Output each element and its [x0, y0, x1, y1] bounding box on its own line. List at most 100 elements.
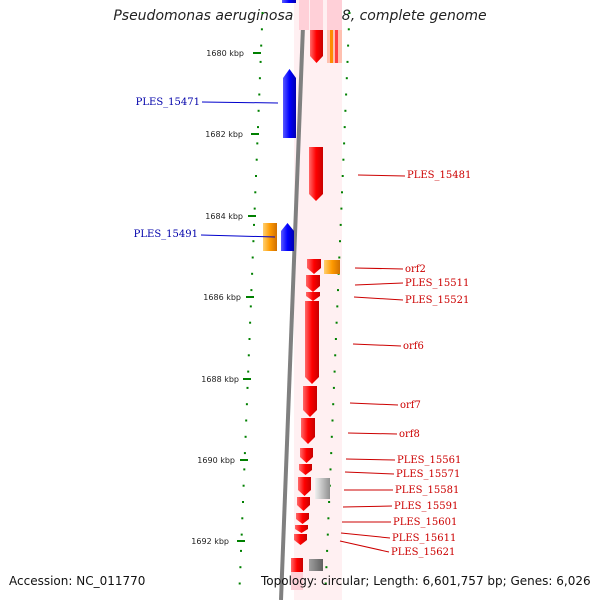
track-dot — [344, 109, 347, 112]
track-dot — [255, 158, 258, 161]
track-dot — [341, 191, 343, 194]
track-dot — [257, 109, 260, 112]
track-dot — [240, 533, 243, 536]
track-dot — [336, 305, 339, 308]
gene-bottom-red[interactable] — [291, 558, 303, 572]
gene-ples-15561[interactable] — [300, 448, 313, 463]
tick-label-1684: 1684 kbp — [205, 212, 243, 221]
tick-label-1680: 1680 kbp — [206, 49, 244, 58]
track-dot — [251, 256, 254, 259]
gene-ples-15471[interactable] — [283, 69, 296, 138]
gene-orf6[interactable] — [305, 301, 319, 384]
track-dot — [332, 386, 335, 389]
track-dot — [253, 223, 255, 226]
track-dot — [258, 77, 261, 80]
track-dot — [253, 207, 256, 210]
tick-label-1688: 1688 kbp — [201, 375, 239, 384]
right-gene-labels: PLES_15481 orf2 PLES_15511 PLES_15521 or… — [339, 170, 471, 558]
track-dot — [248, 338, 251, 340]
track-dot — [339, 223, 342, 226]
track-dot — [345, 93, 348, 96]
label-ples-15471[interactable]: PLES_15471 — [136, 97, 200, 108]
label-ples-15581[interactable]: PLES_15581 — [395, 485, 459, 496]
track-dot — [240, 549, 242, 552]
genome-summary-text: Topology: circular; Length: 6,601,757 bp… — [261, 574, 591, 588]
gene-orf7[interactable] — [303, 386, 317, 417]
label-ples-15511[interactable]: PLES_15511 — [405, 278, 469, 289]
label-orf2[interactable]: orf2 — [405, 264, 426, 275]
track-dot — [325, 566, 328, 569]
track-dot — [239, 566, 242, 569]
track-dot — [335, 321, 338, 324]
gene-ples-15621[interactable] — [294, 534, 307, 545]
forward-strand-genes — [294, 0, 342, 571]
track-dot — [243, 452, 246, 455]
track-dot — [346, 60, 349, 63]
genome-backbone — [279, 0, 306, 600]
label-ples-15611[interactable]: PLES_15611 — [392, 533, 456, 544]
track-dot — [326, 533, 329, 536]
tick-label-1682: 1682 kbp — [205, 130, 243, 139]
label-ples-15591[interactable]: PLES_15591 — [394, 501, 458, 512]
gene-bottom-pink[interactable] — [291, 572, 303, 590]
label-ples-15561[interactable]: PLES_15561 — [397, 455, 461, 466]
scale-ticks — [237, 52, 261, 542]
label-ples-15491[interactable]: PLES_15491 — [134, 229, 198, 240]
gene-ples-15491[interactable] — [281, 223, 294, 251]
scale-tick-labels: 1680 kbp 1682 kbp 1684 kbp 1686 kbp 1688… — [191, 49, 244, 546]
track-dot — [328, 501, 331, 503]
track-dot — [327, 517, 330, 520]
track-dot — [329, 468, 332, 471]
gene-ples-15601[interactable] — [296, 513, 309, 524]
label-orf7[interactable]: orf7 — [400, 400, 421, 411]
gene-orf8[interactable] — [301, 418, 315, 444]
gene-ples-15571[interactable] — [299, 464, 312, 475]
tick-label-1690: 1690 kbp — [197, 456, 235, 465]
track-dot — [247, 370, 250, 373]
label-ples-15481[interactable]: PLES_15481 — [407, 170, 471, 181]
gene-top-multicolor[interactable] — [327, 30, 342, 63]
track-dot — [250, 289, 253, 292]
track-dot — [347, 44, 350, 47]
accession-text: Accession: NC_011770 — [9, 574, 146, 588]
track-dot — [256, 142, 259, 145]
label-ples-15571[interactable]: PLES_15571 — [396, 469, 460, 480]
label-orf8[interactable]: orf8 — [399, 429, 420, 440]
track-dot — [324, 582, 327, 585]
track-dot — [333, 370, 336, 373]
gene-ples-15581[interactable] — [298, 477, 311, 496]
gene-top-blue[interactable] — [282, 0, 296, 3]
track-dot — [238, 582, 241, 585]
track-dot — [331, 419, 334, 422]
gene-ples-15481[interactable] — [309, 147, 323, 201]
gene-ples-15611[interactable] — [295, 525, 308, 533]
track-dot — [255, 175, 257, 177]
track-dot — [258, 93, 261, 96]
label-ples-15621[interactable]: PLES_15621 — [391, 547, 455, 558]
label-ples-15521[interactable]: PLES_15521 — [405, 295, 469, 306]
gene-gray[interactable] — [315, 478, 330, 499]
gene-top-red[interactable] — [310, 30, 323, 63]
gene-orange-right[interactable] — [324, 260, 340, 274]
label-ples-15601[interactable]: PLES_15601 — [393, 517, 457, 528]
track-dot — [259, 60, 262, 63]
gene-orf2[interactable] — [307, 259, 321, 274]
track-dot — [260, 28, 263, 31]
gene-top-pink-2[interactable] — [310, 0, 323, 30]
track-dot — [246, 386, 249, 389]
gene-ples-15521[interactable] — [306, 292, 320, 301]
gene-dark-gray[interactable] — [309, 559, 323, 571]
track-dot — [337, 289, 339, 292]
track-dot — [257, 126, 259, 129]
gene-ples-15591[interactable] — [297, 497, 310, 511]
track-dot — [341, 175, 344, 177]
track-dot — [326, 549, 329, 552]
gene-top-pink-1[interactable] — [299, 0, 309, 30]
track-dot — [243, 468, 246, 471]
gene-ples-15511[interactable] — [306, 275, 320, 292]
track-dot — [251, 272, 254, 275]
track-dot — [330, 435, 333, 438]
label-orf6[interactable]: orf6 — [403, 341, 424, 352]
